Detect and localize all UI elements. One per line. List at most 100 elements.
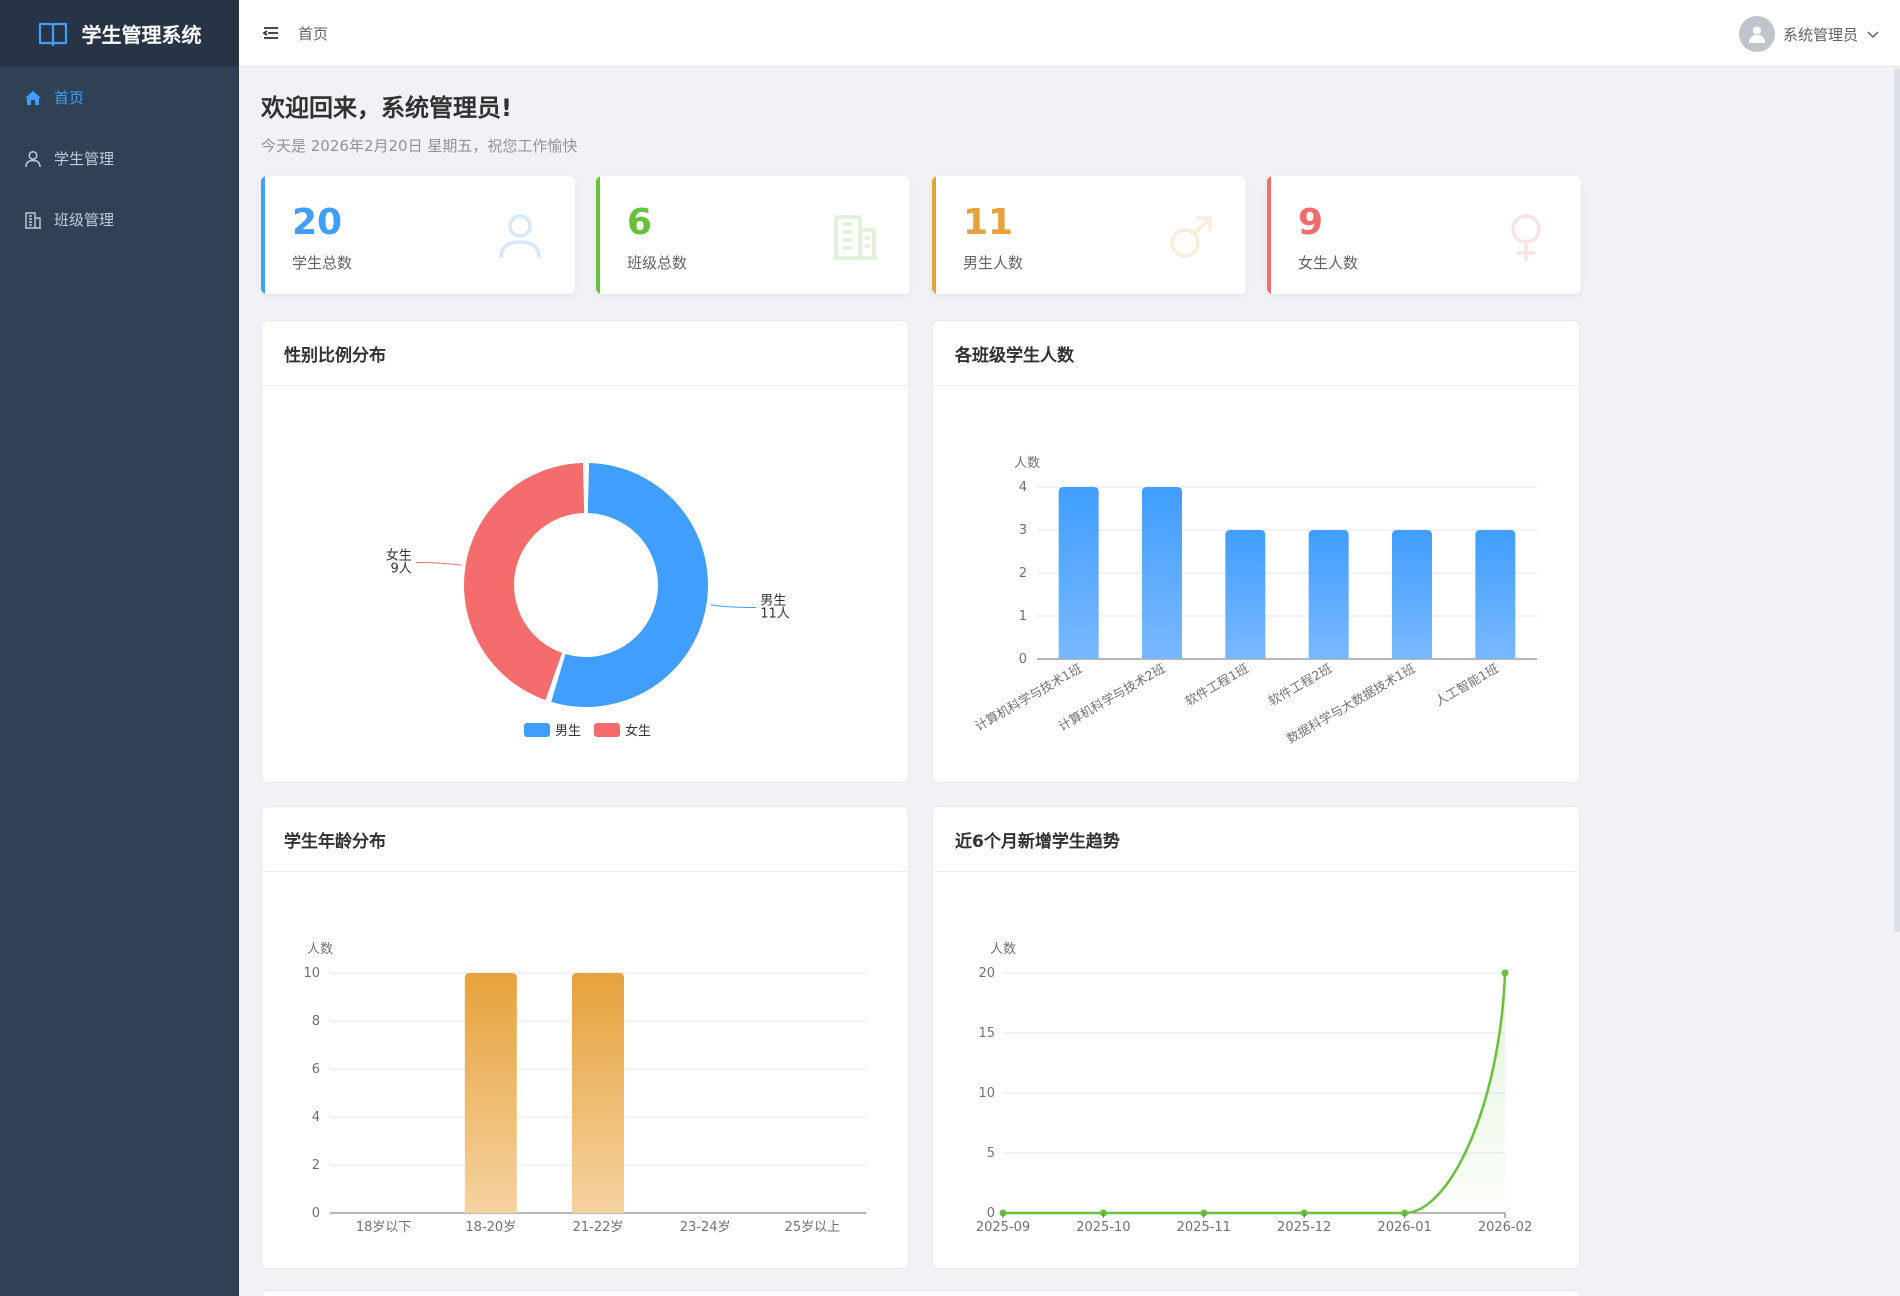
pie-label-line	[710, 604, 757, 609]
pie-label-name: 女生	[386, 547, 412, 563]
bar	[464, 973, 517, 1213]
breadcrumb[interactable]: 首页	[298, 24, 329, 43]
building-icon	[833, 215, 877, 260]
avatar-user-icon	[1748, 26, 1765, 43]
welcome-subtitle: 今天是 2026年2月20日 星期五，祝您工作愉快	[261, 137, 578, 155]
y-tick-label: 20	[978, 966, 995, 981]
x-tick-label: 2025-12	[1277, 1220, 1331, 1235]
x-tick-label: 软件工程2班	[1266, 661, 1335, 709]
user-name: 系统管理员	[1782, 25, 1858, 44]
accent-bar	[596, 176, 600, 294]
data-point	[1501, 969, 1509, 977]
area-fill	[1003, 973, 1505, 1213]
user-icon	[499, 214, 541, 259]
bar	[1308, 530, 1349, 659]
stat-card-classes: 6 班级总数	[596, 176, 910, 294]
avatar[interactable]	[1738, 16, 1775, 52]
stat-label: 男生人数	[963, 254, 1024, 272]
stat-value: 6	[627, 202, 653, 243]
app-title: 学生管理系统	[81, 23, 202, 47]
x-tick-label: 2026-01	[1377, 1220, 1431, 1235]
y-axis-label: 人数	[307, 942, 333, 957]
chevron-down-icon	[1867, 31, 1879, 39]
trend-line-chart: 0 5 10 15 20 人数 2025-09 2025-10 2025-11 2025-12 20…	[976, 942, 1532, 1235]
home-icon	[25, 90, 41, 105]
bar	[1142, 487, 1182, 659]
pie-slice	[551, 463, 709, 707]
sidebar-item-label: 学生管理	[54, 150, 115, 168]
stat-value: 20	[292, 202, 343, 243]
x-tick-label: 2025-09	[976, 1220, 1030, 1235]
bar	[1058, 487, 1099, 659]
y-tick-label: 5	[987, 1146, 995, 1161]
top-header: 首页 系统管理员	[239, 0, 1900, 67]
welcome-title: 欢迎回来，系统管理员!	[261, 94, 512, 122]
female-icon	[1511, 214, 1541, 261]
bar	[572, 973, 624, 1213]
user-dropdown[interactable]: 系统管理员	[1738, 16, 1880, 52]
y-tick-label: 4	[312, 1110, 320, 1125]
stat-label: 女生人数	[1298, 254, 1359, 272]
class-chart-panel: 各班级学生人数 0 1 2 3 4 人数 计算机科学与技术1班 计算机科学与技术2班 软件工程1…	[932, 320, 1580, 783]
legend-label: 女生	[625, 723, 651, 739]
x-tick-label: 2025-10	[1076, 1220, 1130, 1235]
x-tick-label: 23-24岁	[680, 1220, 731, 1235]
legend-label: 男生	[555, 724, 581, 739]
app-logo[interactable]: 学生管理系统	[0, 0, 239, 67]
x-tick-label: 2025-11	[1177, 1220, 1231, 1235]
y-tick-label: 2	[1019, 566, 1027, 581]
accent-bar	[1267, 176, 1271, 294]
x-tick-label: 25岁以上	[785, 1220, 841, 1235]
y-tick-label: 10	[978, 1086, 995, 1101]
y-axis-label: 人数	[990, 942, 1016, 957]
sidebar-item-students[interactable]: 学生管理	[0, 128, 239, 189]
y-tick-label: 0	[1019, 652, 1027, 667]
stat-label: 班级总数	[627, 254, 688, 272]
y-tick-label: 8	[312, 1014, 320, 1029]
pie-label-value: 9人	[390, 561, 411, 576]
legend-swatch	[524, 723, 550, 737]
pie-label-line	[415, 561, 462, 566]
stat-card-students: 20 学生总数	[261, 176, 575, 294]
bar	[1475, 530, 1516, 659]
panel-title: 性别比例分布	[262, 321, 908, 386]
pie-label-value: 11人	[760, 607, 790, 622]
menu-fold-icon[interactable]	[261, 23, 281, 43]
panel-title: 学生年龄分布	[262, 807, 908, 872]
sidebar-item-label: 首页	[54, 89, 85, 107]
sidebar-item-label: 班级管理	[54, 211, 115, 229]
sidebar: 学生管理系统 首页 学生管理 班级管理	[0, 0, 239, 1296]
accent-bar	[932, 176, 936, 294]
y-tick-label: 3	[1019, 523, 1027, 538]
book-icon	[38, 22, 67, 46]
stat-card-female: 9 女生人数	[1267, 176, 1581, 294]
pie-slice	[464, 463, 585, 701]
x-tick-label: 软件工程1班	[1182, 661, 1251, 709]
stat-value: 9	[1298, 202, 1324, 243]
next-panel	[261, 1290, 1581, 1296]
trend-chart-panel: 近6个月新增学生趋势 0 5 10 15 20 人数 2025-09 2025-10 2025-…	[932, 806, 1580, 1269]
building-icon	[25, 211, 41, 229]
stat-value: 11	[963, 202, 1014, 243]
main-content: 欢迎回来，系统管理员! 今天是 2026年2月20日 星期五，祝您工作愉快 20…	[261, 88, 1581, 1269]
bar	[1392, 530, 1432, 659]
y-tick-label: 10	[303, 966, 320, 981]
legend-swatch	[594, 723, 620, 737]
user-icon	[25, 150, 41, 167]
y-tick-label: 0	[312, 1206, 320, 1221]
panel-title: 近6个月新增学生趋势	[933, 807, 1579, 872]
sidebar-item-classes[interactable]: 班级管理	[0, 189, 239, 250]
accent-bar	[261, 176, 265, 294]
sidebar-item-home[interactable]: 首页	[0, 67, 239, 128]
age-chart-panel: 学生年龄分布 0 2 4 6 8 10 人数 18岁以下 18-20岁 21-22岁 23-24岁 2…	[261, 806, 909, 1269]
y-tick-label: 15	[978, 1026, 995, 1041]
bar	[1225, 530, 1266, 659]
page-scrollbar[interactable]	[1894, 68, 1900, 932]
panel-title: 各班级学生人数	[933, 321, 1579, 386]
male-icon	[1170, 216, 1212, 258]
stat-card-male: 11 男生人数	[932, 176, 1246, 294]
y-tick-label: 0	[987, 1206, 995, 1221]
y-tick-label: 2	[312, 1158, 320, 1173]
